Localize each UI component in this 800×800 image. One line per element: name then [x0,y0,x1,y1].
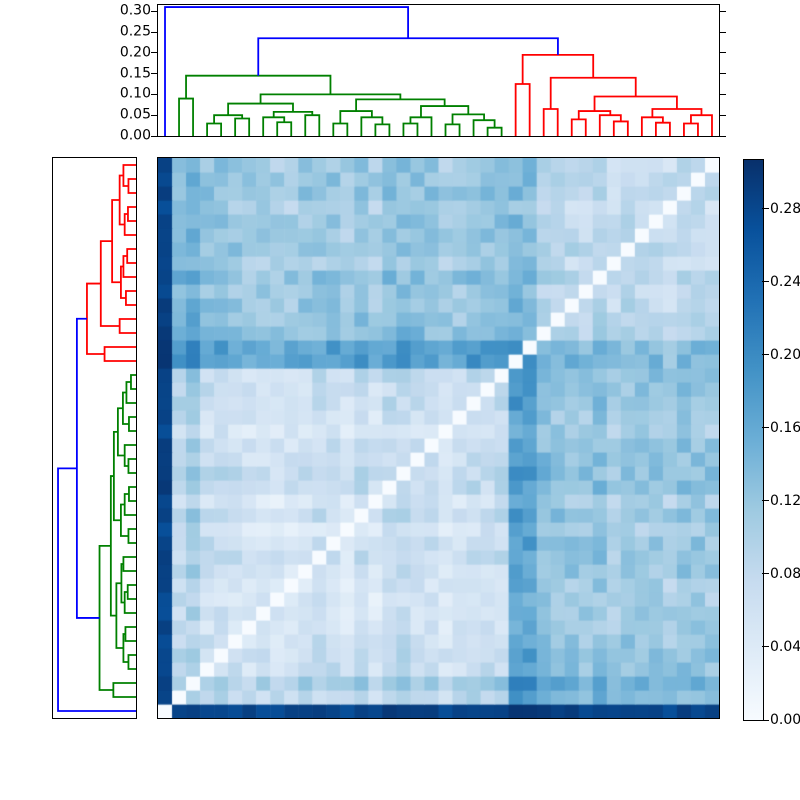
top-dendrogram-panel [157,4,720,137]
top-axis-tick-mark-right [720,93,726,95]
colorbar-tick-label: 0.16 [770,419,800,436]
colorbar-tick-mark [762,719,769,721]
top-axis-tick-mark-right [720,135,726,137]
colorbar-tick-label: 0.28 [770,200,800,217]
top-axis-tick-mark-right [720,73,726,75]
left-dendrogram [57,164,136,712]
top-axis-tick-label: 0.30 [119,2,151,19]
top-axis-tick-mark-left [151,73,157,75]
top-axis-tick-mark-left [151,31,157,33]
heatmap-canvas [158,158,719,718]
colorbar-tick-label: 0.20 [770,346,800,363]
top-axis-tick-mark-left [151,10,157,12]
colorbar-tick-label: 0.00 [770,712,800,728]
colorbar-tick-mark [762,500,769,502]
colorbar-tick-mark [762,281,769,283]
colorbar-tick-mark [762,208,769,210]
top-axis-tick-label: 0.00 [119,127,151,144]
left-dendrogram-panel [52,157,137,719]
top-axis-tick-mark-right [720,114,726,116]
colorbar-gradient [744,160,763,720]
top-axis-tick-mark-right [720,52,726,54]
colorbar-tick-mark [762,573,769,575]
top-axis-tick-mark-right [720,10,726,12]
colorbar-tick-mark [762,646,769,648]
colorbar-tick-label: 0.24 [770,273,800,290]
top-axis-tick-mark-right [720,31,726,33]
top-dendrogram [164,6,713,136]
top-axis-tick-mark-left [151,93,157,95]
colorbar-tick-label: 0.04 [770,638,800,655]
top-axis-tick-label: 0.10 [119,86,151,103]
top-axis-tick-label: 0.05 [119,106,151,123]
colorbar-tick-mark [762,354,769,356]
top-axis-tick-mark-left [151,135,157,137]
top-axis-tick-mark-left [151,114,157,116]
top-axis-tick-label: 0.15 [119,65,151,82]
heatmap-panel [157,157,720,719]
colorbar-tick-label: 0.12 [770,492,800,509]
top-axis-tick-label: 0.20 [119,44,151,61]
top-axis-tick-mark-left [151,52,157,54]
colorbar-tick-mark [762,427,769,429]
top-axis-tick-label: 0.25 [119,23,151,40]
colorbar-tick-label: 0.08 [770,565,800,582]
colorbar [743,159,764,721]
